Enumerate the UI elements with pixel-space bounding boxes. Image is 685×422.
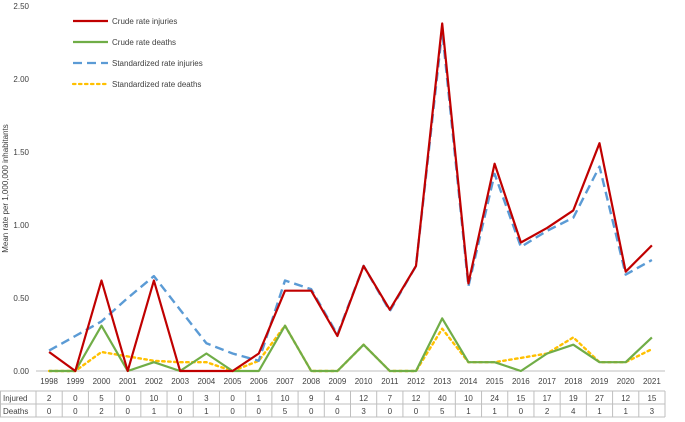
table-cell: 5 [283, 407, 288, 416]
table-cell: 7 [388, 394, 393, 403]
table-cell: 5 [99, 394, 104, 403]
table-cell: 0 [178, 394, 183, 403]
series-line-crude-rate-deaths [49, 317, 653, 373]
table-cell: 0 [388, 407, 393, 416]
table-cell: 0 [126, 407, 131, 416]
x-tick-label: 1999 [66, 377, 84, 386]
table-cell: 0 [414, 407, 419, 416]
x-tick-label: 2018 [564, 377, 582, 386]
x-tick-label: 2003 [171, 377, 189, 386]
x-tick-label: 2010 [355, 377, 373, 386]
x-tick-label: 2008 [302, 377, 320, 386]
x-tick-label: 2001 [119, 377, 137, 386]
legend-entry: Standardized rate deaths [112, 80, 201, 89]
table-cell: 0 [519, 407, 524, 416]
x-tick-label: 2015 [486, 377, 504, 386]
table-cell: 0 [230, 394, 235, 403]
y-tick-label: 0.00 [13, 367, 29, 376]
y-axis-label: Mean rate per 1,000,000 inhabitants [1, 124, 10, 253]
table-cell: 2 [99, 407, 104, 416]
y-tick-label: 1.00 [13, 221, 29, 230]
legend-entry: Crude rate deaths [112, 38, 176, 47]
table-cell: 1 [257, 394, 262, 403]
y-tick-label: 0.50 [13, 294, 29, 303]
x-tick-label: 2009 [328, 377, 346, 386]
y-tick-label: 1.50 [13, 148, 29, 157]
x-tick-label: 2000 [93, 377, 111, 386]
data-table: Injured 2 0 5 0 10 0 3 0 1 10 9 4 12 7 12 40 10 24 15 17 19 27… [0, 390, 666, 418]
table-cell: 10 [281, 394, 290, 403]
table-cell: 15 [516, 394, 525, 403]
table-cell: 10 [149, 394, 158, 403]
table-cell: 0 [257, 407, 262, 416]
x-tick-label: 2011 [381, 377, 399, 386]
y-tick-label: 2.00 [13, 75, 29, 84]
table-cell: 1 [152, 407, 157, 416]
table-cell: 1 [466, 407, 471, 416]
table-cell: 27 [595, 394, 604, 403]
table-cell: 0 [73, 394, 78, 403]
x-tick-label: 2016 [512, 377, 530, 386]
legend: Crude rate injuries Crude rate deaths Stan… [71, 17, 203, 89]
legend-entry: Standardized rate injuries [112, 59, 203, 68]
table-row-label: Deaths [3, 407, 28, 416]
x-tick-label: 2020 [617, 377, 635, 386]
x-tick-label: 2014 [460, 377, 478, 386]
table-cell: 0 [73, 407, 78, 416]
table-cell: 3 [650, 407, 655, 416]
x-tick-label: 2002 [145, 377, 163, 386]
table-cell: 0 [309, 407, 314, 416]
x-tick-label: 2019 [591, 377, 609, 386]
table-cell: 0 [178, 407, 183, 416]
x-tick-label: 2007 [276, 377, 294, 386]
table-cell: 0 [335, 407, 340, 416]
table-cell: 1 [597, 407, 602, 416]
table-cell: 1 [492, 407, 497, 416]
table-cell: 0 [230, 407, 235, 416]
table-cell: 0 [47, 407, 52, 416]
table-cell: 2 [545, 407, 550, 416]
table-cell: 15 [647, 394, 656, 403]
x-tick-label: 2021 [643, 377, 661, 386]
table-cell: 4 [335, 394, 340, 403]
table-cell: 40 [438, 394, 447, 403]
table-cell: 9 [309, 394, 314, 403]
table-cell: 1 [204, 407, 209, 416]
table-cell: 5 [440, 407, 445, 416]
table-cell: 24 [490, 394, 499, 403]
series-lines [47, 22, 654, 373]
table-cell: 12 [359, 394, 368, 403]
table-cell: 10 [464, 394, 473, 403]
x-tick-label: 2012 [407, 377, 425, 386]
x-tick-label: 2005 [224, 377, 242, 386]
table-cell: 17 [543, 394, 552, 403]
table-cell: 4 [571, 407, 576, 416]
x-tick-label: 2006 [250, 377, 268, 386]
x-axis-ticks: 1998 1999 2000 2001 2002 2003 2004 2005 2006 2007… [40, 377, 661, 386]
table-cell: 3 [361, 407, 366, 416]
series-line-crude-rate-injuries [48, 22, 653, 373]
table-cell: 3 [204, 394, 209, 403]
table-cell: 12 [412, 394, 421, 403]
table-cell: 2 [47, 394, 52, 403]
legend-entry: Crude rate injuries [112, 17, 177, 26]
x-tick-label: 2013 [433, 377, 451, 386]
table-cell: 19 [569, 394, 578, 403]
x-tick-label: 1998 [40, 377, 58, 386]
table-cell: 1 [623, 407, 628, 416]
y-axis-ticks: 0.00 0.50 1.00 1.50 2.00 2.50 [13, 2, 29, 376]
table-cell: 12 [621, 394, 630, 403]
y-tick-label: 2.50 [13, 2, 29, 11]
table-row-label: Injured [3, 394, 27, 403]
x-tick-label: 2017 [538, 377, 556, 386]
x-tick-label: 2004 [197, 377, 215, 386]
table-cell: 0 [126, 394, 131, 403]
